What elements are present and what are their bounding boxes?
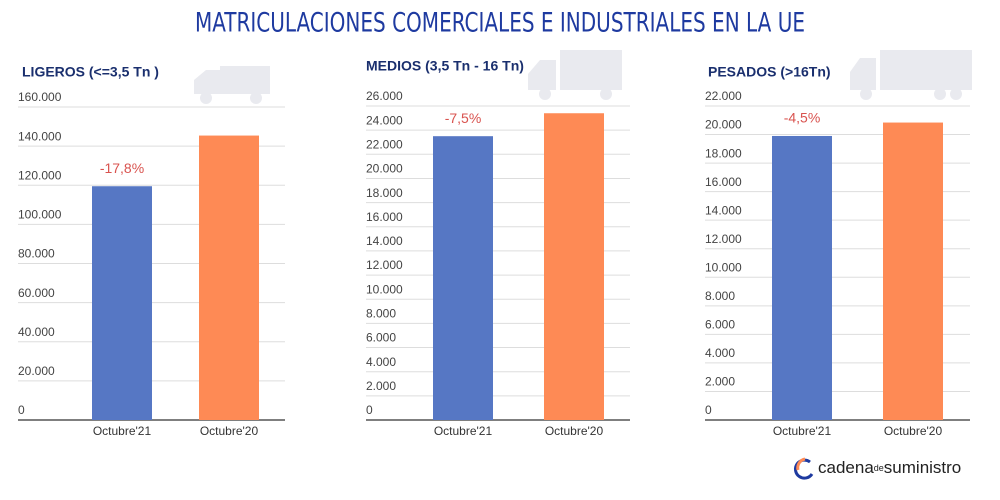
truck-icon [850, 50, 972, 100]
x-tick-label: Octubre'21 [93, 424, 152, 438]
bar [544, 113, 604, 420]
x-tick-label: Octubre'21 [773, 424, 832, 438]
y-tick-label: 24.000 [366, 113, 403, 127]
bar [199, 135, 259, 420]
chart-title: LIGEROS (<=3,5 Tn ) [22, 64, 159, 80]
chart-title: MEDIOS (3,5 Tn - 16 Tn) [366, 58, 524, 74]
y-tick-label: 140.000 [18, 129, 62, 143]
y-tick-label: 20.000 [705, 118, 742, 132]
y-tick-label: 20.000 [366, 162, 403, 176]
brand-text: cadena [818, 458, 874, 477]
y-tick-label: 40.000 [18, 325, 55, 339]
brand: cadenadesuministro [818, 458, 961, 477]
y-tick-label: 12.000 [366, 258, 403, 272]
chart-title: PESADOS (>16Tn) [708, 64, 831, 80]
y-tick-label: 0 [366, 403, 373, 417]
brand-logo [794, 457, 814, 480]
y-tick-label: 120.000 [18, 168, 62, 182]
bar [883, 122, 943, 420]
truck-icon [194, 66, 270, 104]
y-tick-label: 4.000 [705, 346, 735, 360]
y-tick-label: 8.000 [366, 307, 396, 321]
brand-text: de [874, 463, 884, 473]
y-tick-label: 22.000 [705, 89, 742, 103]
x-tick-label: Octubre'20 [884, 424, 943, 438]
y-tick-label: 2.000 [366, 379, 396, 393]
x-tick-label: Octubre'21 [434, 424, 493, 438]
annotation: -7,5% [445, 110, 482, 126]
bar [433, 136, 493, 420]
y-tick-label: 10.000 [366, 282, 403, 296]
bar [772, 135, 832, 421]
annotation: -17,8% [100, 160, 144, 176]
x-tick-label: Octubre'20 [545, 424, 604, 438]
truck-icon [528, 50, 622, 100]
y-tick-label: 6.000 [705, 318, 735, 332]
y-tick-label: 4.000 [366, 355, 396, 369]
y-tick-label: 10.000 [705, 260, 742, 274]
x-tick-label: Octubre'20 [200, 424, 259, 438]
y-tick-label: 20.000 [18, 364, 55, 378]
y-tick-label: 8.000 [705, 289, 735, 303]
y-tick-label: 0 [705, 403, 712, 417]
y-tick-label: 160.000 [18, 90, 62, 104]
brand-text: suministro [884, 458, 961, 477]
y-tick-label: 18.000 [705, 146, 742, 160]
y-tick-label: 22.000 [366, 137, 403, 151]
y-tick-label: 80.000 [18, 247, 55, 261]
y-tick-label: 60.000 [18, 286, 55, 300]
y-tick-label: 16.000 [705, 175, 742, 189]
y-tick-label: 2.000 [705, 375, 735, 389]
y-tick-label: 14.000 [366, 234, 403, 248]
y-tick-label: 12.000 [705, 232, 742, 246]
y-tick-label: 16.000 [366, 210, 403, 224]
y-tick-label: 14.000 [705, 203, 742, 217]
page-title: MATRICULACIONES COMERCIALES E INDUSTRIAL… [195, 8, 805, 39]
y-tick-label: 26.000 [366, 89, 403, 103]
y-tick-label: 18.000 [366, 186, 403, 200]
y-tick-label: 6.000 [366, 331, 396, 345]
y-tick-label: 0 [18, 403, 25, 417]
annotation: -4,5% [784, 110, 821, 126]
bar [92, 186, 152, 420]
y-tick-label: 100.000 [18, 208, 62, 222]
